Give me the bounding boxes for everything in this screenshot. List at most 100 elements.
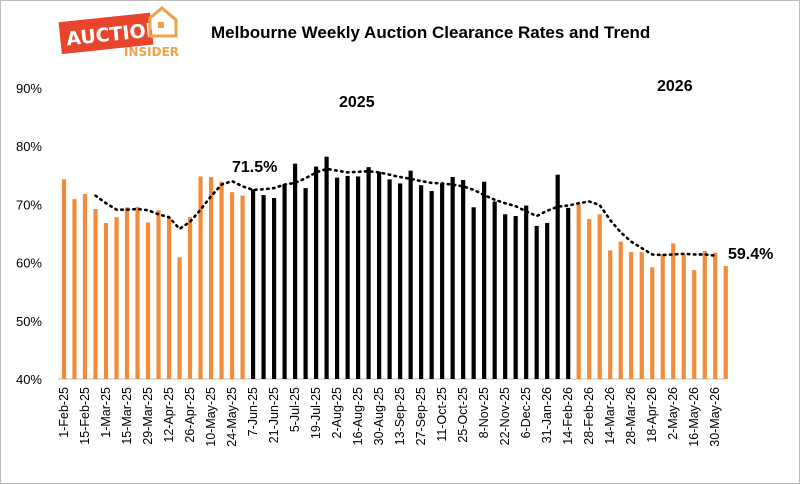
bar (503, 214, 508, 379)
bar (229, 192, 235, 379)
bar (440, 183, 445, 379)
bar (429, 191, 434, 379)
x-tick-label: 19-Jul-25 (309, 387, 323, 439)
bar (618, 241, 623, 379)
bar (398, 183, 403, 379)
bar (187, 217, 193, 379)
axes: 40% 50% 60% 70% 80% 90% (16, 81, 725, 387)
bar (145, 222, 151, 379)
house-window-icon (158, 22, 164, 28)
bar (660, 253, 665, 379)
x-tick-label: 28-Feb-26 (582, 387, 596, 445)
x-tick-label: 27-Sep-25 (414, 387, 428, 445)
bar (303, 188, 308, 379)
x-tick-label: 10-May-25 (204, 387, 218, 447)
y-tick-label: 70% (16, 197, 42, 212)
trend-line (94, 167, 717, 257)
auction-insider-logo: AUCTION INSIDER (58, 6, 179, 59)
x-tick-label: 15-Feb-25 (78, 387, 92, 445)
bar (356, 176, 361, 379)
bar (461, 179, 466, 379)
bar (114, 217, 119, 379)
bar (513, 216, 518, 379)
bar (82, 193, 88, 379)
x-tick-label: 11-Oct-25 (435, 387, 449, 442)
bar (545, 223, 550, 379)
bar (471, 207, 476, 379)
year-label-2025: 2025 (339, 94, 375, 111)
logo-sub-text: INSIDER (124, 45, 179, 59)
x-tick-label: 6-Dec-25 (519, 387, 533, 438)
bar (72, 199, 77, 379)
x-tick-label: 1-Mar-25 (99, 387, 113, 438)
y-tick-label: 40% (16, 372, 42, 387)
bar (324, 156, 329, 379)
bar (377, 171, 382, 379)
bar (219, 181, 224, 379)
bar (524, 205, 529, 379)
x-tick-label: 22-Nov-25 (498, 387, 512, 445)
bar (450, 177, 455, 379)
x-tick-label: 14-Feb-26 (561, 387, 575, 445)
x-tick-label: 13-Sep-25 (393, 387, 407, 445)
x-tick-label: 29-Mar-25 (141, 387, 155, 445)
bar (692, 270, 697, 379)
x-tick-label: 5-Jul-25 (288, 387, 302, 432)
x-tick-label: 15-Mar-25 (120, 387, 134, 445)
bar (555, 174, 560, 379)
x-tick-label: 18-Apr-26 (645, 387, 659, 443)
x-tick-label: 30-Aug-25 (372, 387, 386, 445)
logo-banner (58, 12, 154, 55)
x-tick-label: 21-Jun-25 (267, 387, 281, 443)
bar (566, 207, 571, 379)
x-tick-label: 7-Jun-25 (246, 387, 260, 436)
bar (419, 185, 424, 379)
bars (61, 156, 728, 379)
bar (313, 166, 319, 379)
x-tick-label: 26-Apr-25 (183, 387, 197, 443)
bar (271, 198, 277, 379)
bar (177, 257, 182, 379)
x-tick-label: 14-Mar-26 (603, 387, 617, 445)
bar (681, 254, 686, 379)
bar (156, 210, 161, 379)
bar (576, 204, 581, 379)
y-tick-label: 80% (16, 139, 42, 154)
x-tick-label: 2-Aug-25 (330, 387, 344, 438)
x-tick-label: 8-Nov-25 (477, 387, 491, 438)
bar (135, 206, 140, 379)
x-tick-label: 25-Oct-25 (456, 387, 470, 443)
x-tick-label: 24-May-25 (225, 387, 239, 447)
bar (198, 176, 203, 379)
bar (608, 250, 613, 379)
y-tick-label: 60% (16, 256, 42, 271)
bar (482, 181, 487, 379)
bar (492, 201, 497, 379)
x-tick-label: 28-Mar-26 (624, 387, 638, 445)
callout-latest: 59.4% (728, 246, 773, 263)
x-tick-label: 16-May-26 (687, 387, 701, 447)
bar (93, 209, 98, 379)
bar (597, 214, 602, 379)
y-tick-label: 50% (16, 314, 42, 329)
x-tick-label: 30-May-26 (708, 387, 722, 447)
bar (345, 175, 350, 379)
x-tick-label: 1-Feb-25 (57, 387, 71, 438)
x-tick-label: 31-Jan-26 (540, 387, 554, 443)
bar (713, 252, 718, 379)
bar (240, 195, 245, 379)
chart-title: Melbourne Weekly Auction Clearance Rates… (211, 23, 650, 42)
bar (408, 170, 413, 379)
bar (292, 163, 298, 379)
year-label-2026: 2026 (657, 78, 693, 95)
bar (702, 250, 707, 379)
bar (387, 179, 392, 379)
bar (366, 167, 371, 379)
bar (124, 207, 130, 379)
x-tick-label: 12-Apr-25 (162, 387, 176, 443)
bar (61, 179, 67, 379)
callout-start: 71.5% (232, 159, 277, 176)
y-tick-label: 90% (16, 81, 42, 96)
bar (650, 267, 655, 379)
